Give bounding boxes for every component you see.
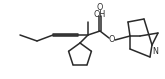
Text: O: O	[109, 35, 115, 44]
Text: O: O	[97, 3, 103, 12]
Text: OH: OH	[94, 10, 106, 19]
Text: N: N	[152, 47, 158, 56]
